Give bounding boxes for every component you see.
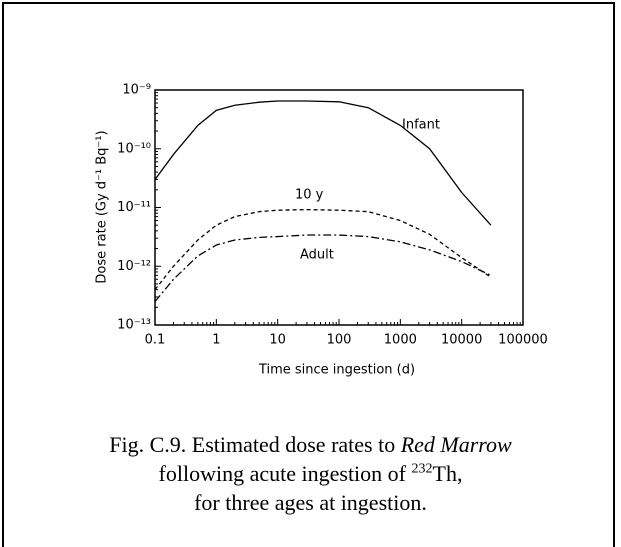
series-line <box>154 100 492 226</box>
series-label: Adult <box>300 248 334 263</box>
caption-line: following acute ingestion of 232Th, <box>0 459 621 488</box>
caption: Fig. C.9. Estimated dose rates to Red Ma… <box>0 430 621 517</box>
series-label: Infant <box>402 118 440 133</box>
series-line <box>154 208 492 291</box>
caption-text: Th, <box>432 461 463 486</box>
y-tick-label: 10⁻¹² <box>117 259 151 274</box>
caption-text: Fig. C.9. Estimated dose rates to <box>109 432 401 457</box>
x-tick-label: 10 <box>269 333 286 348</box>
y-tick-label: 10⁻¹¹ <box>117 200 151 215</box>
x-tick-label: 100000 <box>498 333 548 348</box>
caption-text: following acute ingestion of <box>158 461 412 486</box>
y-axis-label: Dose rate (Gy d⁻¹ Bq⁻¹) <box>95 130 110 283</box>
x-axis-label: Time since ingestion (d) <box>258 363 415 378</box>
caption-organ: Red Marrow <box>400 432 512 457</box>
y-tick-label: 10⁻⁹ <box>122 83 151 98</box>
caption-line: Fig. C.9. Estimated dose rates to Red Ma… <box>0 430 621 459</box>
x-tick-label: 10000 <box>441 333 482 348</box>
x-tick-label: 100 <box>327 333 352 348</box>
x-tick-label: 1 <box>212 333 220 348</box>
chart: Time since ingestion (d) Dose rate (Gy d… <box>95 83 548 378</box>
y-tick-label: 10⁻¹⁰ <box>117 141 151 156</box>
y-tick-label: 10⁻¹³ <box>117 318 151 333</box>
series-line <box>154 234 492 303</box>
plot-frame <box>154 89 524 326</box>
x-tick-label: 1000 <box>384 333 417 348</box>
caption-sup: 232 <box>411 461 433 477</box>
series-label: 10 y <box>295 188 324 203</box>
x-tick-label: 0.1 <box>145 333 166 348</box>
caption-line: for three ages at ingestion. <box>194 490 427 515</box>
